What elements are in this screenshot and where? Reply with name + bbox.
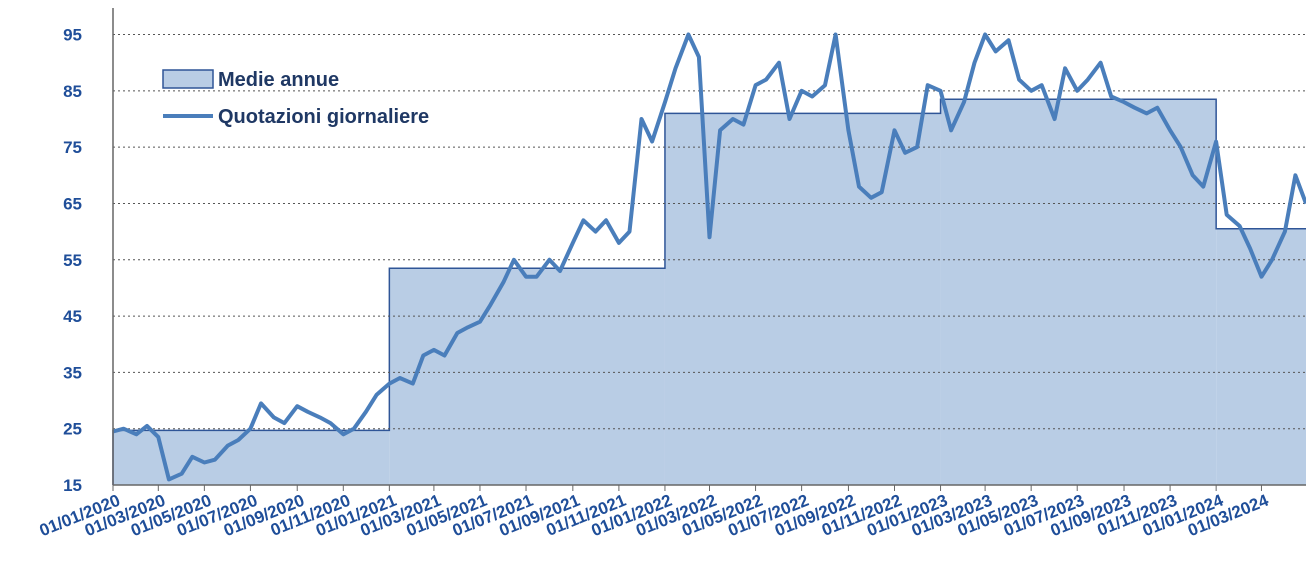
y-tick-label: 35 — [63, 363, 82, 382]
legend-label: Quotazioni giornaliere — [218, 106, 429, 128]
y-tick-label: 65 — [63, 194, 82, 213]
annual-average — [940, 99, 1217, 486]
y-tick-label: 25 — [63, 420, 82, 439]
annual-average — [1216, 228, 1306, 485]
legend-swatch — [162, 69, 214, 89]
y-tick-label: 95 — [63, 26, 82, 45]
y-tick-label: 15 — [63, 476, 82, 495]
y-tick-label: 75 — [63, 138, 82, 157]
annual-average — [664, 113, 941, 485]
y-tick-label: 55 — [63, 251, 82, 270]
annual-average — [389, 268, 665, 485]
y-tick-label: 85 — [63, 82, 82, 101]
annual-average — [113, 430, 390, 485]
legend-label: Medie annue — [218, 69, 339, 91]
y-tick-label: 45 — [63, 307, 82, 326]
daily-line — [112, 32, 1306, 482]
